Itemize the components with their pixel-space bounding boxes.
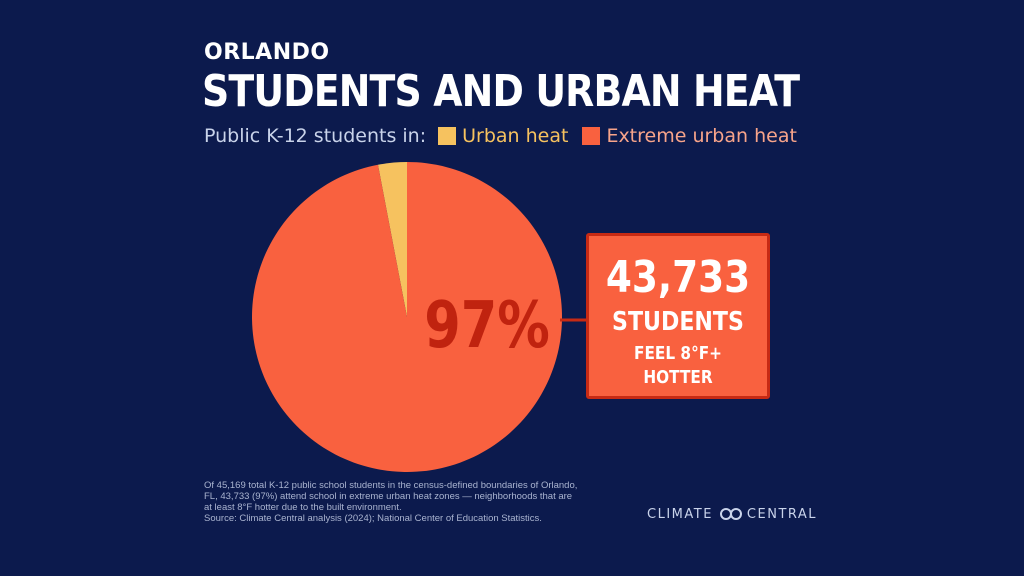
pie-center-label: 97%	[424, 288, 550, 362]
legend-label-urban-heat: Urban heat	[462, 125, 569, 147]
climate-central-logo: CLIMATE CENTRAL	[647, 505, 817, 523]
pie-slice-extreme-urban-heat	[252, 162, 563, 472]
legend-prefix: Public K-12 students in:	[204, 125, 427, 147]
legend-swatch-urban-heat	[438, 127, 457, 145]
footnote-line: Of 45,169 total K-12 public school stude…	[204, 480, 578, 491]
footnote-line: FL, 43,733 (97%) attend school in extrem…	[204, 491, 573, 502]
pie-slices	[252, 162, 563, 472]
legend-item-urban-heat: Urban heat	[438, 125, 568, 147]
city-label: ORLANDO	[204, 40, 330, 65]
logo-text-left: CLIMATE	[647, 506, 713, 522]
legend: Public K-12 students in: Urban heat Extr…	[204, 122, 811, 150]
footnote-source: Source: Climate Central analysis (2024);…	[204, 513, 542, 524]
legend-label-extreme-urban-heat: Extreme urban heat	[606, 125, 797, 147]
legend-swatch-extreme-urban-heat	[582, 127, 601, 145]
callout-label: STUDENTS	[612, 307, 744, 337]
legend-item-extreme-urban-heat: Extreme urban heat	[582, 125, 797, 147]
logo-text-right: CENTRAL	[746, 506, 818, 522]
callout-number: 43,733	[605, 252, 751, 303]
page-title: STUDENTS AND URBAN HEAT	[202, 66, 800, 117]
infinity-icon	[719, 508, 742, 520]
footnote: Of 45,169 total K-12 public school stude…	[204, 480, 634, 524]
pie-slice-urban-heat	[377, 162, 407, 317]
footnote-line: at least 8°F hotter due to the built env…	[204, 502, 402, 513]
callout-sub: FEEL 8°F+ HOTTER	[633, 343, 723, 388]
callout-box: 43,733 STUDENTS FEEL 8°F+ HOTTER	[586, 233, 770, 399]
